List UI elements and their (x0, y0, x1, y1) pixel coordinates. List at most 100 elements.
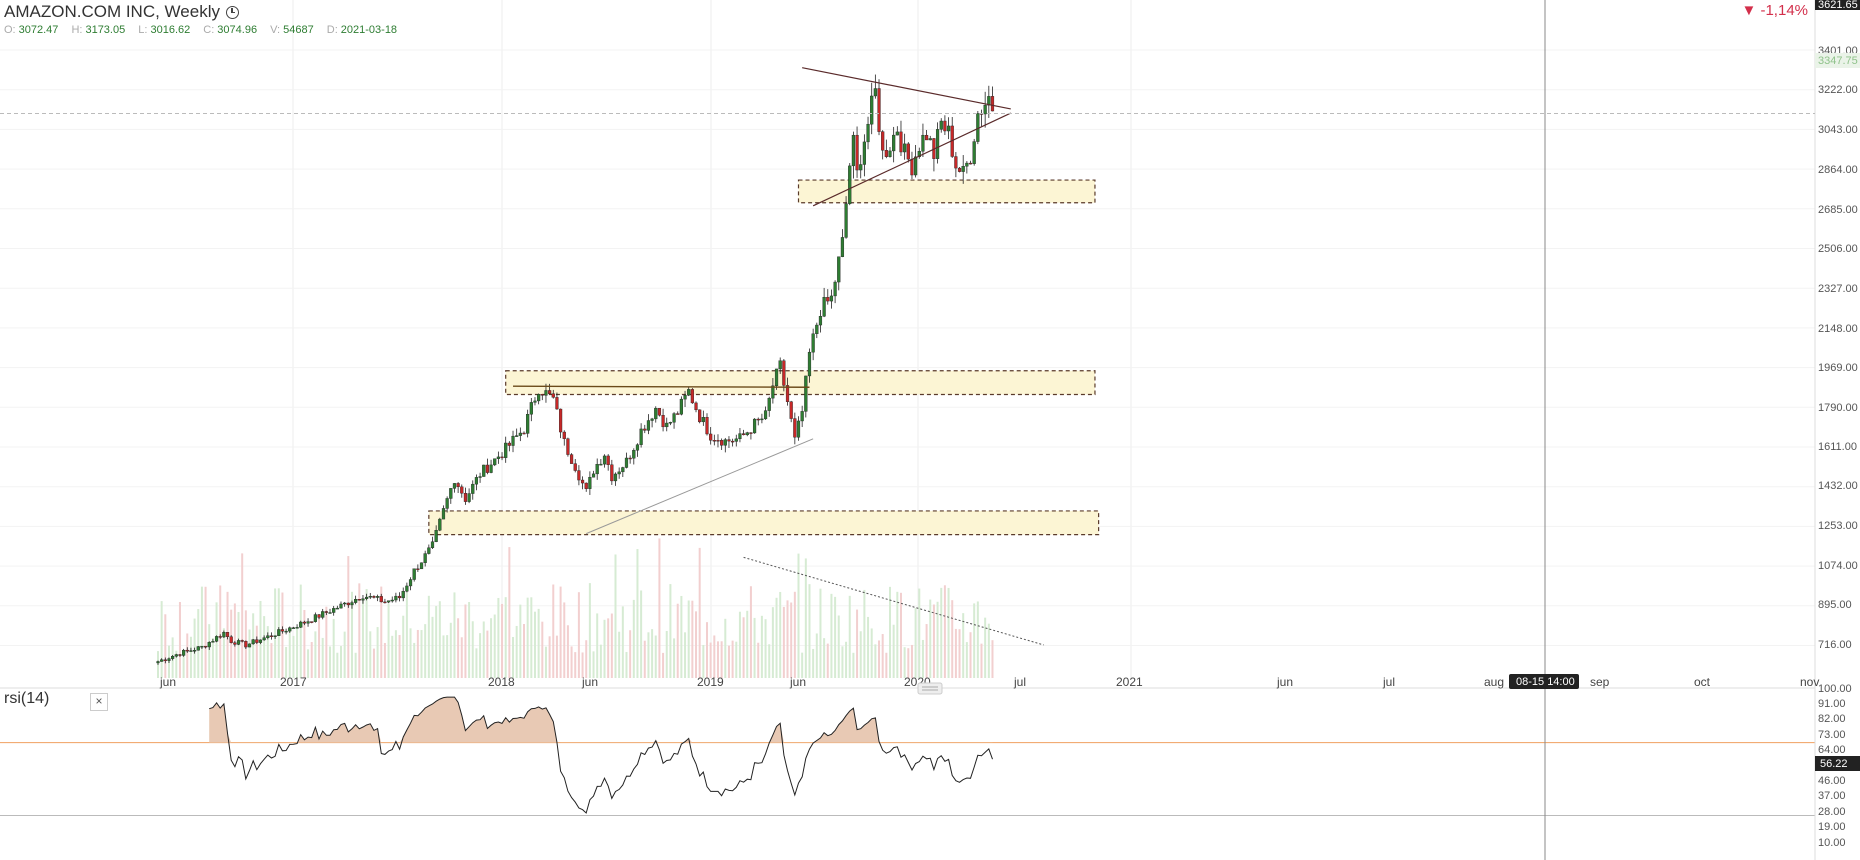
rsi-current-value: 56.22 (1820, 758, 1848, 770)
volume-bar (416, 629, 419, 678)
volume-bar (314, 631, 317, 678)
candle-body (350, 602, 354, 606)
volume-bar (669, 584, 672, 678)
candle-body (390, 599, 394, 602)
volume-bar (848, 595, 851, 678)
candle-body (306, 621, 310, 624)
volume-bar (296, 628, 299, 678)
time-label: oct (1694, 675, 1711, 689)
candle-body (687, 389, 691, 396)
volume-bar (325, 606, 328, 678)
volume-bar (724, 618, 727, 678)
candlesticks[interactable] (156, 74, 995, 665)
candle-body (430, 541, 435, 548)
candle-body (925, 134, 929, 141)
volume-bar (303, 610, 306, 678)
candle-body (548, 390, 552, 394)
volume-bar (555, 635, 558, 678)
candle-body (683, 394, 687, 400)
ohlc-readout: O: 3072.47 H: 3173.05 L: 3016.62 C: 3074.96 … (4, 24, 407, 36)
volume-bar (211, 638, 214, 678)
candle-body (742, 433, 746, 436)
candle-body (178, 654, 182, 656)
volume-bar (954, 628, 957, 678)
time-label: 2018 (488, 675, 515, 689)
volume-bar (702, 644, 705, 678)
price-tick: 895.00 (1818, 599, 1852, 611)
candle-body (299, 621, 303, 628)
candle-body (676, 413, 680, 415)
volume-bar (830, 593, 833, 678)
volume-bar (867, 616, 870, 678)
candle-body (961, 166, 965, 172)
candle-body (416, 568, 420, 570)
volume-bar (438, 601, 441, 678)
volume-bar (808, 584, 811, 678)
volume-bar (987, 623, 990, 678)
candle-body (507, 442, 511, 446)
candle-body (529, 402, 533, 415)
close-icon[interactable]: × (90, 693, 108, 711)
volume-bar (413, 642, 416, 678)
candle-body (372, 596, 376, 598)
volume-bar (197, 609, 200, 678)
candle-body (610, 464, 614, 482)
candle-body (591, 473, 596, 478)
volume-bar (837, 615, 840, 678)
volume-bar (497, 597, 500, 678)
candle-body (968, 162, 973, 165)
volume-bar (343, 631, 346, 678)
rsi-indicator-label[interactable]: rsi(14) (4, 690, 50, 707)
candle-body (796, 420, 801, 438)
volume-bar (588, 583, 591, 678)
candle-body (679, 398, 683, 415)
candle-body (171, 656, 175, 659)
candle-body (738, 433, 742, 440)
candle-body (562, 431, 566, 439)
candle-body (518, 432, 522, 436)
volume-bar (735, 641, 738, 678)
candle-body (262, 637, 266, 641)
open-label: O: (4, 24, 16, 36)
volume-bar (757, 642, 760, 678)
candle-body (654, 407, 658, 420)
candle-body (244, 641, 248, 648)
candle-body (752, 418, 757, 434)
candle-body (815, 324, 819, 335)
candle-body (376, 596, 380, 598)
rsi-pane[interactable] (0, 696, 1815, 817)
candle-body (621, 467, 625, 473)
volume-bar (841, 646, 844, 678)
candle-body (471, 483, 475, 494)
volume-bar (965, 642, 968, 678)
scroll-handle[interactable] (917, 682, 943, 695)
volume-bar (610, 613, 613, 678)
candle-body (321, 611, 325, 618)
trend-lines[interactable] (513, 67, 1044, 646)
volume-bar (716, 641, 719, 678)
candle-body (163, 659, 167, 661)
volume-bar (907, 648, 910, 678)
candle-body (833, 281, 837, 297)
volume-bar (771, 607, 774, 678)
close-label: C: (203, 24, 215, 36)
candle-body (240, 640, 244, 642)
candle-body (848, 165, 852, 204)
time-label: jun (789, 675, 806, 689)
volume-bar (526, 597, 529, 678)
volume-bar (768, 644, 771, 678)
volume-bar (420, 630, 423, 678)
volume-bar (563, 602, 566, 678)
clock-icon[interactable] (225, 5, 239, 19)
volume-bar (570, 646, 573, 678)
volume-bar (361, 600, 364, 678)
volume-bar (398, 635, 401, 678)
volume-bar (973, 603, 976, 678)
volume-bar (446, 635, 449, 678)
volume-bar (391, 635, 394, 678)
volume-bar (695, 611, 698, 678)
support-resistance-zones[interactable] (428, 179, 1100, 536)
candle-body (280, 629, 285, 632)
candle-body (438, 518, 442, 531)
